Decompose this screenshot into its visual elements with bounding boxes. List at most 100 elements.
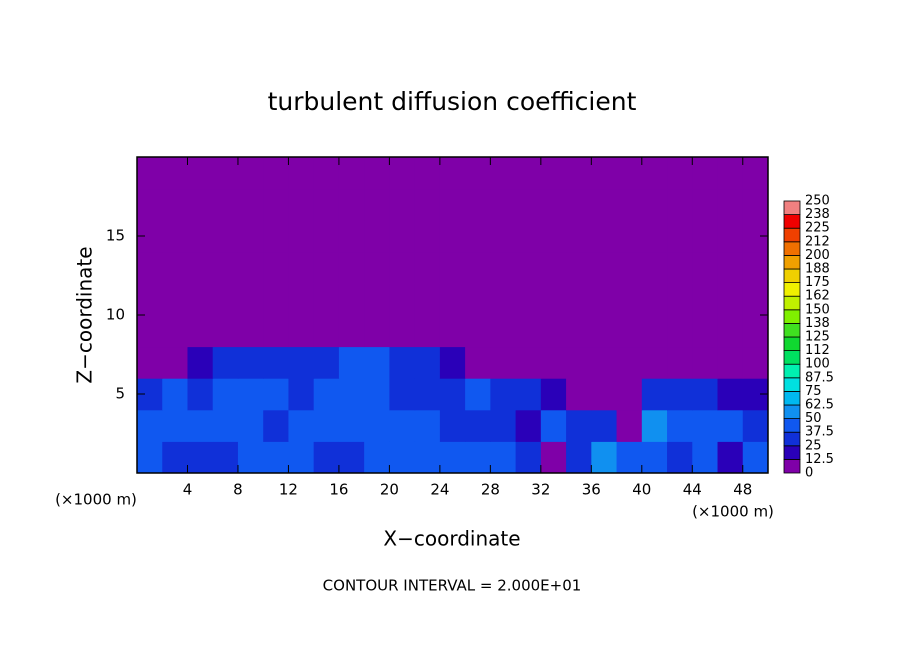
- cell: [439, 409, 466, 442]
- cell: [515, 157, 542, 190]
- colorbar-swatch: [783, 214, 801, 229]
- cell: [540, 283, 567, 316]
- cell: [591, 157, 618, 190]
- cell: [162, 378, 188, 411]
- cell: [490, 251, 517, 284]
- cell: [364, 315, 390, 348]
- cell: [641, 409, 668, 442]
- cell: [692, 283, 719, 316]
- cell: [162, 157, 188, 190]
- cell: [641, 157, 668, 190]
- cell: [212, 441, 239, 474]
- cell: [515, 283, 542, 316]
- cell: [616, 188, 643, 221]
- cell: [137, 283, 163, 316]
- cell: [667, 441, 693, 474]
- cell: [414, 346, 441, 379]
- cell: [389, 346, 416, 379]
- colorbar-label: 25: [805, 438, 822, 453]
- cell: [566, 251, 592, 284]
- cell: [237, 378, 264, 411]
- cell: [288, 378, 315, 411]
- cell: [288, 251, 315, 284]
- colorbar-swatch: [783, 309, 801, 324]
- cell: [717, 283, 744, 316]
- cell: [389, 409, 416, 442]
- cell: [338, 283, 365, 316]
- cell: [465, 188, 491, 221]
- cell: [263, 220, 289, 253]
- cell: [414, 188, 441, 221]
- cell: [742, 441, 769, 474]
- cell: [288, 346, 315, 379]
- cell: [465, 346, 491, 379]
- cell: [490, 283, 517, 316]
- x-axis-label: X−coordinate: [383, 527, 520, 551]
- colorbar-swatch: [783, 227, 801, 243]
- cell: [414, 251, 441, 284]
- cell: [237, 157, 264, 190]
- cell: [566, 315, 592, 348]
- cell: [490, 441, 517, 474]
- cell: [162, 220, 188, 253]
- cell: [717, 157, 744, 190]
- colorbar-swatch: [783, 295, 801, 311]
- cell: [288, 441, 315, 474]
- cell: [414, 157, 441, 190]
- cell: [187, 378, 214, 411]
- cell: [364, 251, 390, 284]
- cell: [389, 441, 416, 474]
- cell: [566, 346, 592, 379]
- cell: [641, 220, 668, 253]
- cell: [540, 441, 567, 474]
- cell: [439, 220, 466, 253]
- cell: [212, 251, 239, 284]
- cell: [490, 346, 517, 379]
- cell: [338, 441, 365, 474]
- cell: [137, 188, 163, 221]
- cell: [338, 315, 365, 348]
- cell: [414, 220, 441, 253]
- colorbar-label: 100: [805, 357, 830, 372]
- cell: [414, 283, 441, 316]
- cell: [465, 251, 491, 284]
- cell: [263, 157, 289, 190]
- cell: [364, 157, 390, 190]
- cell: [212, 378, 239, 411]
- cell: [212, 188, 239, 221]
- cell: [490, 188, 517, 221]
- cell: [566, 283, 592, 316]
- cell: [187, 441, 214, 474]
- colorbar-label: 175: [805, 275, 830, 290]
- cell: [338, 378, 365, 411]
- cell: [439, 346, 466, 379]
- cell: [641, 251, 668, 284]
- colorbar-label: 250: [805, 194, 830, 209]
- cell: [187, 409, 214, 442]
- colorbar-label: 225: [805, 221, 830, 236]
- cell: [137, 157, 163, 190]
- cell: [237, 409, 264, 442]
- cell: [389, 251, 416, 284]
- cell: [263, 188, 289, 221]
- cell: [338, 251, 365, 284]
- cell: [490, 157, 517, 190]
- cell: [742, 188, 769, 221]
- cell: [515, 188, 542, 221]
- colorbar-label: 112: [805, 343, 830, 358]
- x-tick-label: 12: [279, 481, 298, 499]
- cell: [465, 441, 491, 474]
- cell: [742, 283, 769, 316]
- x-tick-label: 28: [481, 481, 500, 499]
- cell: [692, 188, 719, 221]
- colorbar-swatch: [783, 404, 801, 420]
- cell: [717, 315, 744, 348]
- cell: [263, 441, 289, 474]
- cell: [641, 283, 668, 316]
- colorbar-label: 37.5: [805, 425, 834, 440]
- cell: [212, 315, 239, 348]
- cell: [490, 378, 517, 411]
- cell: [717, 220, 744, 253]
- cell: [591, 378, 618, 411]
- colorbar-swatch: [783, 431, 801, 447]
